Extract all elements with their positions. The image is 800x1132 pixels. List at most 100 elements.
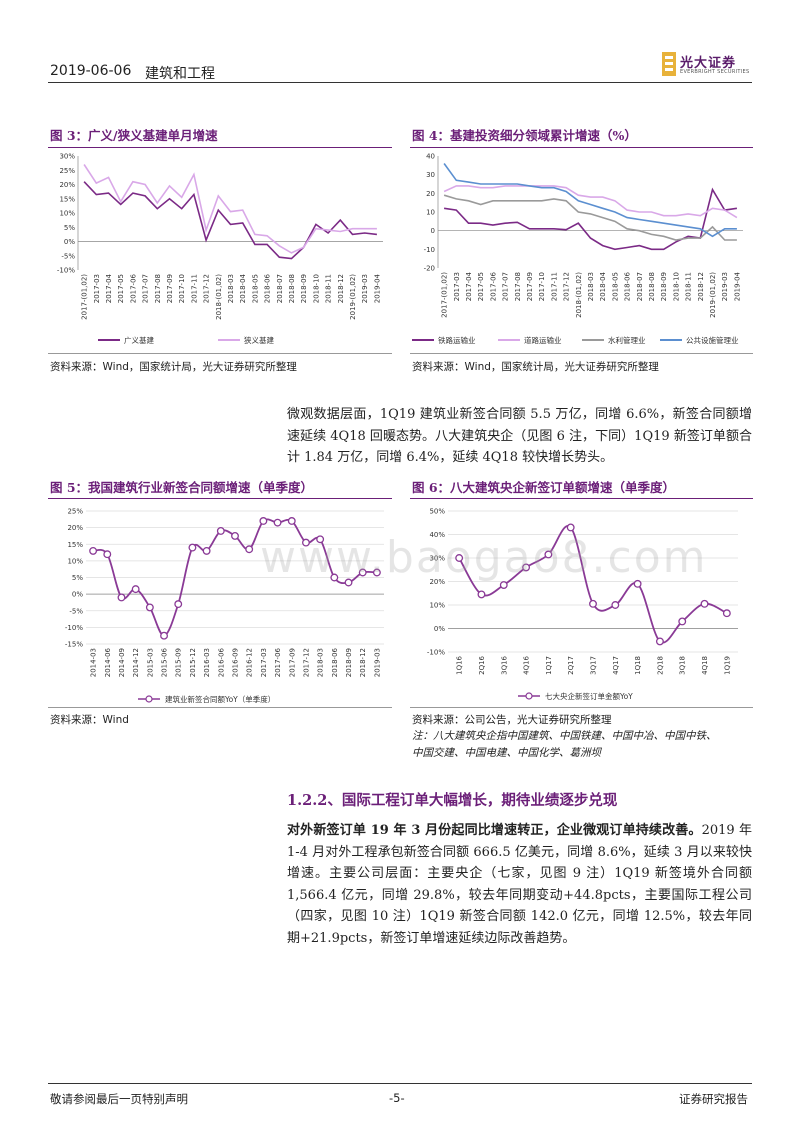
x-tick-label: 2017-04 [105, 273, 113, 303]
y-tick-label: 15% [67, 541, 83, 549]
x-tick-label: 2017-06 [129, 273, 137, 303]
brand-logo: 光大证券 EVERBRIGHT SECURITIES [662, 52, 758, 78]
paragraph-2-body: 2019 年 1-4 月对外工程承包新签合同额 666.5 亿美元，同增 8.6… [287, 823, 752, 946]
legend-label: 广义基建 [124, 335, 154, 345]
x-tick-label: 2018-09 [660, 272, 668, 301]
fig4-chart: -20 -10 0 10 20 30 40 2017-(01,02) 2017-03 2017-0… [412, 153, 743, 345]
x-tick-label: 2018-06 [624, 271, 632, 301]
logo-text-en: EVERBRIGHT SECURITIES [680, 69, 750, 75]
data-point [117, 593, 126, 602]
data-point [302, 538, 310, 547]
x-tick-label: 2019-04 [373, 273, 381, 303]
x-tick-label: 2017-10 [538, 272, 546, 301]
x-tick-label: 2Q16 [478, 655, 486, 674]
x-tick-label: 2018-05 [251, 274, 259, 303]
x-tick-label: 2014-06 [104, 647, 112, 677]
y-tick-label: -10% [65, 624, 83, 632]
data-point [499, 581, 508, 589]
x-tick-label: 1Q18 [634, 656, 642, 675]
x-tick-label: 2017-08 [154, 274, 162, 303]
x-tick-label: 2017-12 [563, 272, 571, 301]
x-tick-label: 2018-04 [599, 271, 607, 301]
x-tick-label: 2019-03 [373, 648, 381, 677]
data-point [216, 527, 225, 535]
x-tick-label: 2018-05 [611, 272, 619, 301]
y-tick-label: 25% [67, 508, 83, 516]
y-tick-label: 15% [59, 195, 75, 203]
logo-mark-icon [662, 52, 676, 76]
fig4-source: 资料来源：Wind，国家统计局，光大证券研究所整理 [412, 361, 659, 373]
x-tick-label: 2017-(01,02) [441, 272, 449, 318]
x-tick-label: 2019-03 [721, 272, 729, 301]
y-tick-label: 0% [64, 238, 75, 246]
y-tick-label: 20 [426, 190, 435, 198]
x-tick-label: 2017-11 [190, 274, 198, 303]
x-tick-label: 3Q16 [500, 655, 508, 674]
x-tick-label: 2019-(01,02) [349, 274, 357, 320]
y-tick-label: 10% [59, 210, 75, 218]
x-tick-label: 3Q17 [590, 656, 598, 675]
x-tick-label: 2018-07 [276, 274, 284, 303]
data-point [633, 579, 642, 588]
data-point [358, 568, 367, 577]
series-line [83, 164, 377, 254]
data-point [316, 535, 325, 544]
data-point [259, 517, 268, 525]
data-point [89, 546, 98, 555]
data-point [678, 617, 687, 626]
data-point [231, 531, 239, 540]
x-tick-label: 1Q17 [545, 656, 553, 675]
x-tick-label: 4Q18 [701, 656, 709, 675]
x-tick-label: 2018-09 [345, 648, 353, 677]
fig5-title: 图 5：我国建筑行业新签合同额增速（单季度） [50, 480, 314, 495]
y-tick-label: -15% [65, 641, 83, 649]
x-tick-label: 2019-03 [361, 274, 369, 303]
x-tick-label: 2015-09 [175, 648, 183, 677]
data-point [372, 568, 381, 577]
y-tick-label: -5% [61, 252, 75, 260]
data-point [455, 554, 464, 562]
x-tick-label: 2017-09 [166, 274, 174, 303]
x-tick-label: 2017-04 [465, 271, 473, 301]
fig6-title: 图 6：八大建筑央企新签订单额增速（单季度） [412, 480, 676, 495]
legend-label: 铁路运输业 [438, 335, 476, 345]
x-tick-label: 2018-06 [331, 647, 339, 677]
x-tick-label: 2018-12 [359, 648, 367, 677]
y-tick-label: -10 [424, 246, 435, 254]
y-tick-label: 10 [426, 209, 435, 217]
legend-label: 建筑业新签合同额YoY（单季度） [165, 694, 275, 704]
x-tick-label: 2018-06 [264, 273, 272, 303]
y-tick-label: 40% [429, 531, 445, 539]
watermark: www.baogao8.com [260, 532, 708, 583]
x-tick-label: 2017-09 [288, 648, 296, 677]
x-tick-label: 2Q18 [656, 656, 664, 675]
data-point [131, 585, 140, 594]
x-tick-label: 4Q16 [523, 655, 531, 674]
legend-label: 狭义基建 [244, 335, 274, 345]
x-tick-label: 2017-05 [477, 272, 485, 301]
x-tick-label: 2017-(01,02) [81, 274, 89, 320]
data-point [160, 631, 168, 640]
x-tick-label: 2017-10 [178, 274, 186, 303]
fig5-chart: -15% -10% -5% 0% 5% 10% 15% 20% 25% 2014-03 2014-0… [65, 508, 384, 704]
y-tick-label: -10% [57, 267, 75, 275]
x-tick-label: 2018-(01,02) [575, 272, 583, 318]
fig6-rule [410, 498, 753, 499]
legend-label: 七大央企新签订单金额YoY [545, 691, 633, 701]
x-tick-label: 3Q18 [679, 656, 687, 675]
x-tick-label: 2018-03 [317, 648, 325, 677]
series-line [443, 185, 738, 219]
data-point [103, 550, 112, 559]
x-tick-label: 2017-05 [117, 274, 125, 303]
x-tick-label: 2Q17 [567, 656, 575, 675]
series-line [83, 181, 377, 260]
y-tick-label: 40 [426, 153, 435, 161]
fig3-title: 图 3：广义/狭义基建单月增速 [50, 128, 218, 143]
data-point [522, 563, 531, 572]
y-tick-label: 20% [429, 578, 445, 586]
paragraph-2-lead: 对外新签订单 19 年 3 月份起同比增速转正，企业微观订单持续改善。 [287, 823, 702, 838]
fig4-title: 图 4：基建投资细分领域累计增速（%） [412, 128, 637, 143]
series-line [443, 163, 737, 238]
x-tick-label: 2018-08 [648, 272, 656, 301]
y-tick-label: 5% [64, 224, 75, 232]
